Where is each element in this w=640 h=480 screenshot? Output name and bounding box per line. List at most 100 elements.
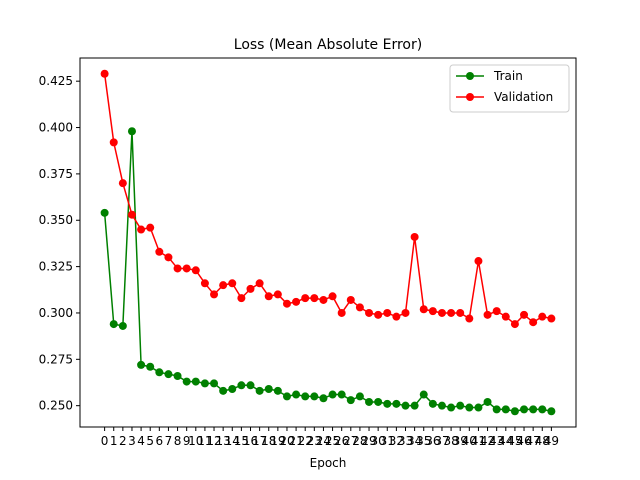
validation-point — [191, 266, 200, 275]
x-tick-label: 44 — [498, 434, 513, 448]
validation-point — [282, 299, 291, 308]
train-point — [355, 392, 364, 401]
x-tick-label: 49 — [544, 434, 559, 448]
train-point — [483, 397, 492, 406]
y-tick-label: 0.375 — [39, 167, 73, 181]
validation-point — [355, 303, 364, 312]
train-point — [118, 321, 127, 330]
validation-point — [210, 290, 219, 299]
train-point — [100, 208, 109, 217]
y-tick-label: 0.275 — [39, 352, 73, 366]
x-tick-label: 34 — [407, 434, 422, 448]
train-point — [228, 384, 237, 393]
x-tick-label: 35 — [416, 434, 431, 448]
y-tick-label: 0.250 — [39, 399, 73, 413]
train-point — [501, 405, 510, 414]
train-point — [191, 377, 200, 386]
x-tick-label: 36 — [425, 434, 440, 448]
train-point — [264, 384, 273, 393]
train-point — [164, 370, 173, 379]
train-point — [328, 390, 337, 399]
x-tick-label: 27 — [343, 434, 358, 448]
validation-point — [310, 294, 319, 303]
axes-frame — [79, 57, 577, 428]
x-tick-label: 4 — [137, 434, 145, 448]
validation-point — [200, 279, 209, 288]
x-tick-label: 8 — [174, 434, 182, 448]
x-tick-label: 3 — [128, 434, 136, 448]
train-point — [474, 403, 483, 412]
train-point — [529, 405, 538, 414]
train-point — [428, 399, 437, 408]
validation-point — [401, 308, 410, 317]
x-tick-label: 9 — [183, 434, 191, 448]
validation-point — [237, 294, 246, 303]
validation-point — [255, 279, 264, 288]
validation-point — [483, 310, 492, 319]
x-tick-label: 1 — [110, 434, 118, 448]
x-tick-label: 6 — [156, 434, 164, 448]
validation-point — [492, 307, 501, 316]
validation-point — [146, 223, 155, 232]
validation-point — [264, 292, 273, 301]
x-tick-label: 38 — [443, 434, 458, 448]
train-point — [210, 379, 219, 388]
validation-point — [465, 314, 474, 323]
legend-validation-marker — [466, 93, 474, 101]
validation-point — [173, 264, 182, 273]
x-tick-label: 41 — [471, 434, 486, 448]
train-point — [538, 405, 547, 414]
x-axis-label: Epoch — [310, 456, 347, 470]
x-tick-label: 33 — [398, 434, 413, 448]
validation-point — [246, 284, 255, 293]
train-point — [392, 399, 401, 408]
validation-point — [374, 310, 383, 319]
y-tick-label: 0.400 — [39, 121, 73, 135]
chart-title: Loss (Mean Absolute Error) — [234, 37, 422, 53]
train-point — [437, 401, 446, 410]
x-tick-label: 17 — [252, 434, 267, 448]
validation-point — [529, 318, 538, 327]
validation-point — [100, 69, 109, 78]
x-tick-label: 43 — [489, 434, 504, 448]
train-point — [374, 397, 383, 406]
train-point — [410, 401, 419, 410]
x-tick-label: 45 — [507, 434, 522, 448]
x-tick-label: 0 — [101, 434, 109, 448]
train-point — [419, 390, 428, 399]
validation-point — [428, 307, 437, 316]
x-tick-label: 29 — [361, 434, 376, 448]
train-point — [292, 390, 301, 399]
train-point — [365, 397, 374, 406]
x-tick-label: 12 — [206, 434, 221, 448]
validation-point — [547, 314, 556, 323]
validation-point — [346, 295, 355, 304]
x-tick-label: 28 — [352, 434, 367, 448]
x-tick-label: 7 — [165, 434, 173, 448]
x-tick-label: 13 — [216, 434, 231, 448]
train-point — [383, 399, 392, 408]
train-point — [146, 362, 155, 371]
validation-point — [127, 210, 136, 219]
x-tick-label: 5 — [146, 434, 154, 448]
train-point — [273, 386, 282, 395]
x-tick-label: 25 — [325, 434, 340, 448]
x-tick-label: 21 — [288, 434, 303, 448]
validation-point — [474, 257, 483, 266]
validation-point — [109, 138, 118, 147]
validation-point — [328, 292, 337, 301]
x-tick-label: 24 — [316, 434, 331, 448]
train-point — [182, 377, 191, 386]
x-tick-label: 11 — [197, 434, 212, 448]
validation-point — [538, 312, 547, 321]
legend-train-label: Train — [493, 69, 523, 83]
train-point — [109, 320, 118, 329]
x-tick-label: 22 — [298, 434, 313, 448]
train-point — [301, 392, 310, 401]
validation-point — [392, 312, 401, 321]
validation-point — [228, 279, 237, 288]
x-tick-label: 32 — [389, 434, 404, 448]
train-point — [337, 390, 346, 399]
x-tick-label: 46 — [516, 434, 531, 448]
